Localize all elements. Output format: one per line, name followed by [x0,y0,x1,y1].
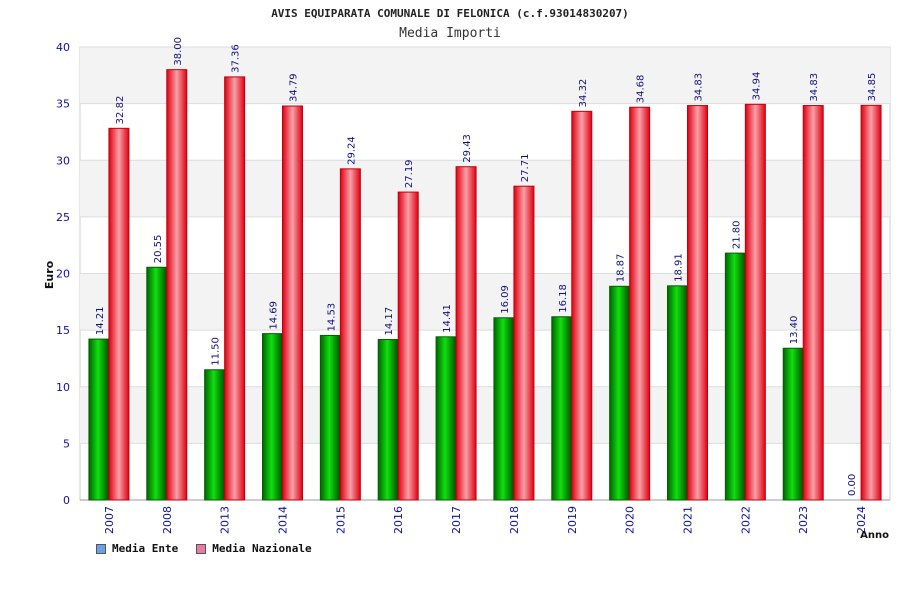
x-tick-label: 2015 [334,506,347,534]
bar-value-label: 13.40 [789,316,800,345]
x-axis-label: Anno [860,530,889,541]
bar-media-nazionale [224,76,246,501]
y-tick-label: 25 [56,211,70,224]
legend-label-media-ente: Media Ente [112,542,179,555]
bar-value-label: 38.00 [173,37,184,66]
bar-value-label: 21.80 [731,220,742,249]
bar-value-label: 29.24 [346,136,357,165]
legend-swatch-media-nazionale [196,543,207,554]
y-tick-label: 5 [63,437,70,450]
bar-media-ente [667,285,688,501]
y-tick-label: 40 [56,41,70,54]
bar-value-label: 34.32 [578,79,589,108]
bar-media-ente [493,317,515,501]
x-tick-label: 2022 [739,506,752,534]
bar-value-label: 27.71 [520,154,531,183]
bar-media-nazionale [802,105,824,501]
bar-media-ente [319,334,341,501]
x-tick-label: 2007 [103,506,116,534]
x-tick-label: 2016 [392,506,405,534]
y-tick-label: 10 [56,381,70,394]
chart-subtitle: Media Importi [399,26,501,41]
bar-value-label: 32.82 [115,96,126,125]
bar-value-label: 20.55 [153,235,164,264]
x-tick-label: 2019 [566,506,579,534]
bar-media-ente [782,347,804,501]
y-tick-label: 35 [56,98,70,111]
x-tick-label: 2013 [219,506,232,534]
y-tick-label: 30 [56,154,70,167]
bar-media-nazionale [397,191,419,501]
legend: Media Ente Media Nazionale [96,542,312,555]
bar-media-nazionale [166,69,188,501]
bar-media-ente [724,252,746,501]
legend-item-media-ente: Media Ente [96,542,178,555]
chart-title: AVIS EQUIPARATA COMUNALE DI FELONICA (c.… [271,7,629,20]
bar-value-label: 14.53 [326,303,337,332]
bar-value-label: 0.00 [847,474,858,496]
bar-media-nazionale [108,127,130,501]
x-tick-label: 2008 [161,506,174,534]
bar-value-label: 34.94 [751,72,762,101]
y-axis-label: Euro [43,260,56,289]
x-tick-label: 2023 [797,506,810,534]
grid-band [80,273,890,331]
bar-media-nazionale [687,105,708,501]
x-tick-label: 2020 [624,506,637,534]
bar-value-label: 18.91 [674,253,685,282]
bar-media-nazionale [455,166,477,501]
bar-value-label: 34.85 [867,73,878,102]
y-axis-ticks: 0 5 10 15 20 25 30 35 40 [56,41,70,507]
bar-value-label: 34.68 [636,75,647,104]
bar-value-label: 16.18 [558,284,569,313]
legend-item-media-nazionale: Media Nazionale [196,542,312,555]
grid-band [80,47,890,104]
bar-media-ente [377,339,399,501]
bar-value-label: 34.83 [694,73,705,102]
bar-media-nazionale [860,104,882,501]
bar-value-label: 18.87 [616,254,627,283]
grid-band [80,160,890,217]
x-axis-ticks: 2007 2008 2013 2014 2015 2016 2017 2018 2019 2020… [103,506,868,534]
bar-media-ente [551,316,573,501]
bar-media-nazionale [339,168,361,501]
y-tick-label: 20 [56,268,70,281]
bar-value-label: 14.41 [442,304,453,333]
x-tick-label: 2018 [508,506,521,534]
x-tick-label: 2021 [682,506,695,534]
bar-value-label: 14.21 [95,306,106,335]
bar-media-nazionale [629,106,651,501]
y-tick-label: 15 [56,324,70,337]
bar-media-nazionale [744,103,766,501]
bar-media-ente [204,369,226,501]
bar-value-label: 14.17 [384,307,395,336]
legend-swatch-media-ente [96,543,106,554]
bar-value-label: 34.83 [809,73,820,102]
grid-band [80,386,890,444]
legend-label-media-nazionale: Media Nazionale [212,542,312,555]
bar-media-nazionale [513,185,535,501]
x-tick-label: 2024 [855,506,868,534]
bar-media-ente [146,266,168,501]
bar-value-label: 29.43 [462,134,473,163]
bar-media-nazionale [571,110,593,501]
bars [88,69,882,501]
x-tick-label: 2017 [450,506,463,534]
bar-media-ente [609,285,631,501]
y-tick-label: 0 [63,494,70,507]
bar-media-ente [435,336,457,501]
bar-media-ente [262,333,283,501]
bar-value-label: 11.50 [211,337,222,366]
bar-value-label: 34.79 [289,73,300,102]
bar-media-nazionale [282,105,303,501]
bar-value-label: 37.36 [231,44,242,73]
bar-value-label: 27.19 [404,159,415,188]
x-tick-label: 2014 [277,506,290,534]
bar-value-label: 16.09 [500,285,511,314]
value-labels: 14.21 32.82 20.55 38.00 11.50 37.36 14.69 34.79… [95,37,878,496]
bar-value-label: 14.69 [269,301,280,330]
bar-media-ente [88,338,110,501]
